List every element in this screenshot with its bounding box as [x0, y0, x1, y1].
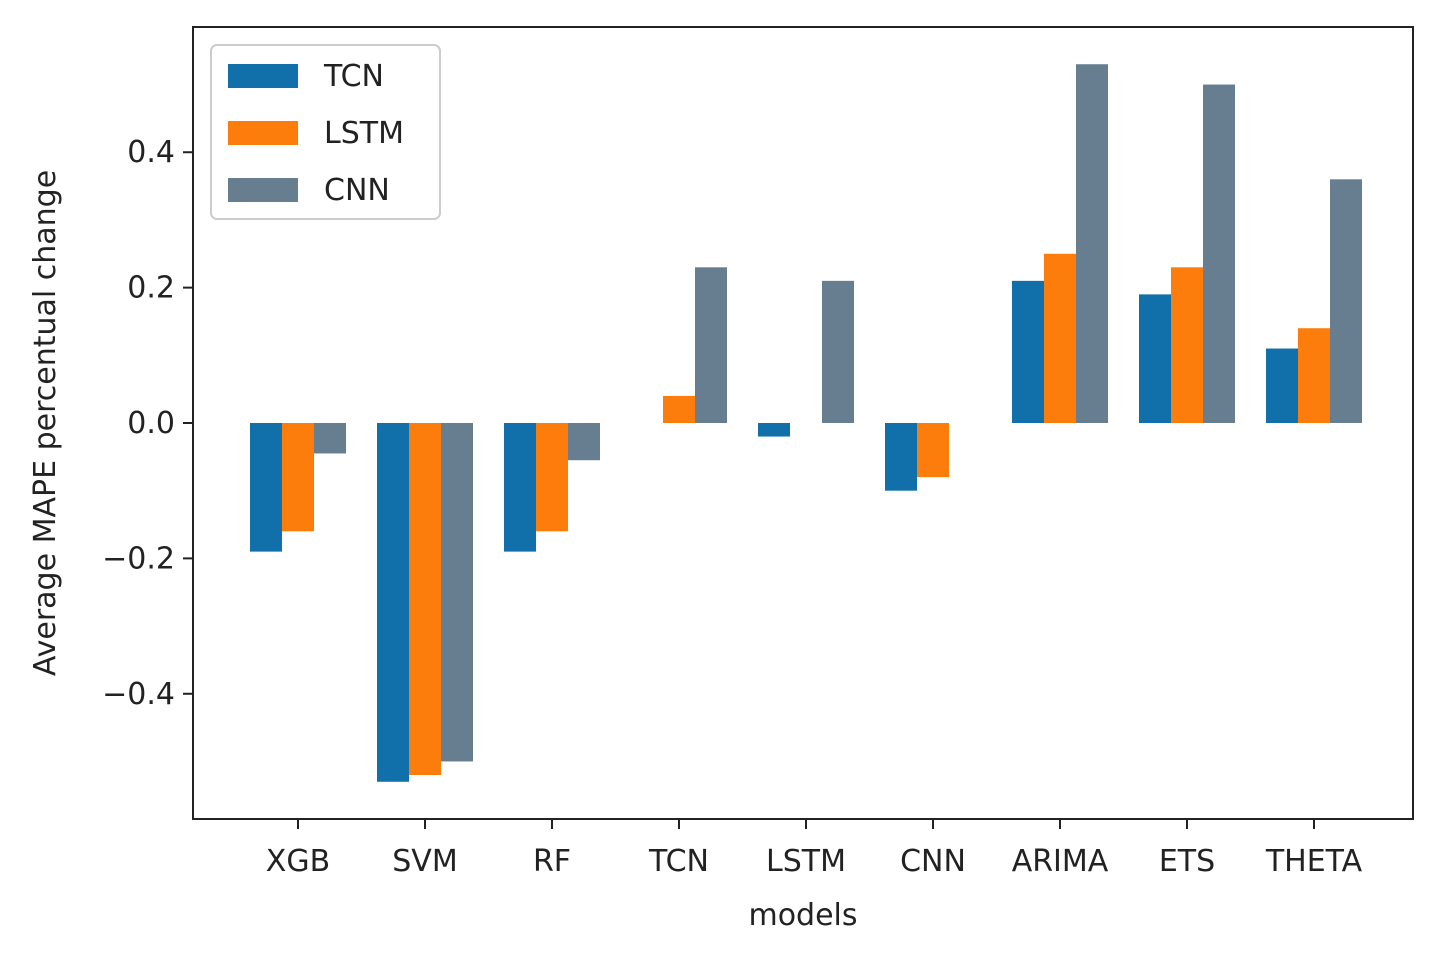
bar-cnn-svm — [441, 423, 473, 762]
legend: TCN LSTM CNN — [210, 44, 441, 220]
y-axis-label: Average MAPE percentual change — [28, 170, 63, 676]
bar-lstm-arima — [1044, 253, 1076, 423]
y-tick-label-3: 0.2 — [127, 271, 175, 306]
legend-box — [210, 44, 441, 220]
x-tick-label-cnn: CNN — [900, 844, 966, 879]
bar-lstm-ets — [1171, 267, 1203, 423]
x-tick-label-lstm: LSTM — [766, 844, 846, 879]
y-tick-label-2: 0.0 — [127, 406, 175, 441]
x-tick-label-ets: ETS — [1159, 844, 1215, 879]
legend-swatch-cnn — [228, 178, 298, 202]
bar-cnn-theta — [1330, 179, 1362, 423]
bar-lstm-tcn — [663, 395, 695, 423]
bar-lstm-rf — [536, 423, 568, 532]
legend-label-tcn: TCN — [323, 59, 384, 94]
y-axis: −0.4 −0.2 0.0 0.2 0.4 — [102, 135, 193, 712]
bar-tcn-arima — [1012, 280, 1044, 423]
x-tick-label-svm: SVM — [392, 844, 457, 879]
bar-tcn-lstm — [758, 423, 790, 437]
legend-swatch-lstm — [228, 121, 298, 145]
bar-cnn-tcn — [695, 267, 727, 423]
bar-tcn-ets — [1139, 294, 1171, 423]
bar-lstm-theta — [1298, 328, 1330, 423]
bar-lstm-svm — [409, 423, 441, 775]
x-tick-label-xgb: XGB — [266, 844, 330, 879]
legend-swatch-tcn — [228, 64, 298, 88]
bar-cnn-rf — [568, 423, 600, 461]
x-tick-label-arima: ARIMA — [1012, 844, 1109, 879]
bar-cnn-ets — [1203, 84, 1235, 424]
bar-tcn-rf — [504, 423, 536, 552]
y-tick-label-1: −0.2 — [102, 541, 175, 576]
bar-cnn-lstm — [822, 280, 854, 423]
bar-lstm-xgb — [282, 423, 314, 532]
bar-tcn-xgb — [250, 423, 282, 552]
bar-cnn-arima — [1076, 64, 1108, 423]
bars-layer — [250, 64, 1362, 782]
y-tick-label-4: 0.4 — [127, 135, 175, 170]
bar-tcn-cnn — [885, 423, 917, 491]
bar-lstm-cnn — [917, 423, 949, 478]
y-tick-label-0: −0.4 — [102, 677, 175, 712]
bar-tcn-theta — [1266, 348, 1298, 423]
x-tick-label-theta: THETA — [1265, 844, 1363, 879]
x-tick-label-tcn: TCN — [648, 844, 709, 879]
bar-cnn-xgb — [314, 423, 346, 454]
bar-tcn-svm — [377, 423, 409, 782]
x-axis: XGB SVM RF TCN LSTM CNN ARIMA ETS THETA — [266, 819, 1363, 879]
x-tick-label-rf: RF — [533, 844, 571, 879]
legend-label-cnn: CNN — [324, 173, 390, 208]
legend-label-lstm: LSTM — [324, 116, 404, 151]
x-axis-label: models — [748, 898, 857, 933]
